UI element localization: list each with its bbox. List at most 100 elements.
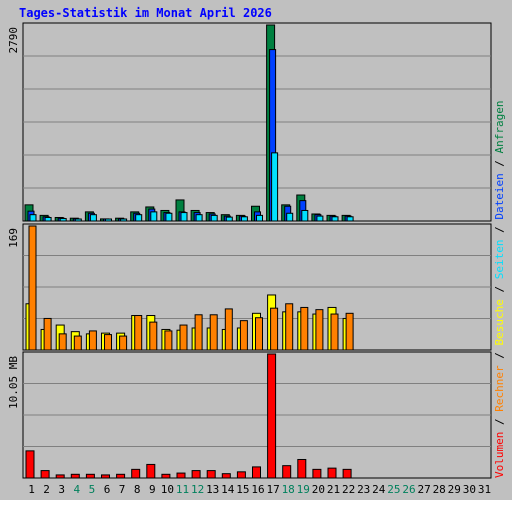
bar-volumen-day-8 — [131, 468, 141, 479]
panel-bottom: 10.05 MB — [7, 351, 492, 479]
bar-rechner-day-14 — [224, 308, 233, 351]
bar-rechner-day-4 — [73, 335, 82, 351]
bar-seiten-day-18 — [286, 212, 294, 222]
scale-label: 169 — [7, 228, 20, 248]
bar-rechner-day-11 — [179, 324, 188, 351]
x-tick-label: 4 — [73, 483, 80, 496]
scale-label: 2790 — [7, 27, 20, 54]
x-tick-label: 22 — [342, 483, 355, 496]
legend-separator: / — [493, 412, 506, 432]
x-tick-label: 27 — [417, 483, 430, 496]
bar-volumen-day-4 — [70, 473, 80, 479]
x-axis-labels: 1 2 3 4 5 6 7 8 9 10 11 12 13 14 15 16 17 18 19 20 21 22 23 24 2… — [28, 483, 491, 496]
x-tick-label: 23 — [357, 483, 370, 496]
x-tick-label: 15 — [236, 483, 249, 496]
bar-seiten-day-10 — [165, 212, 173, 222]
legend-separator: / — [493, 279, 506, 299]
x-tick-label: 13 — [206, 483, 219, 496]
bar-seiten-day-17 — [271, 152, 279, 222]
chart-legend: Volumen / Rechner / Besuche / Seiten / D… — [493, 100, 506, 478]
bar-volumen-day-12 — [191, 470, 201, 479]
x-tick-label: 24 — [372, 483, 386, 496]
bar-seiten-day-4 — [74, 218, 82, 222]
bar-seiten-day-5 — [89, 214, 97, 222]
x-tick-label: 1 — [28, 483, 35, 496]
x-tick-label: 2 — [43, 483, 50, 496]
legend-item-rechner: Rechner — [493, 365, 506, 412]
x-tick-label: 29 — [448, 483, 461, 496]
bar-rechner-day-17 — [270, 307, 279, 351]
bar-volumen-day-19 — [297, 458, 307, 479]
bar-seiten-day-20 — [316, 215, 324, 222]
legend-item-besuche: Besuche — [493, 299, 506, 345]
bar-rechner-day-16 — [255, 317, 263, 351]
x-tick-label: 12 — [191, 483, 204, 496]
x-tick-label: 7 — [119, 483, 126, 496]
x-tick-label: 25 — [387, 483, 400, 496]
bar-volumen-day-6 — [101, 474, 110, 479]
x-tick-label: 9 — [149, 483, 156, 496]
bar-volumen-day-7 — [116, 473, 126, 479]
legend-text: Volumen / Rechner / Besuche / Seiten / D… — [493, 100, 506, 478]
x-tick-label: 28 — [433, 483, 446, 496]
x-tick-label: 31 — [478, 483, 491, 496]
legend-separator: / — [493, 220, 506, 240]
bar-rechner-day-1 — [28, 225, 37, 351]
x-tick-label: 6 — [104, 483, 111, 496]
bar-seiten-day-6 — [105, 218, 112, 222]
bar-seiten-day-13 — [210, 214, 218, 222]
panel-top: 2790 — [7, 22, 492, 222]
bar-volumen-day-14 — [221, 473, 231, 479]
bar-seiten-day-11 — [180, 212, 188, 222]
legend-separator: / — [493, 346, 506, 366]
x-tick-label: 14 — [221, 483, 235, 496]
bar-seiten-day-22 — [346, 216, 354, 222]
bar-volumen-day-15 — [236, 471, 246, 479]
bar-rechner-day-8 — [134, 315, 143, 351]
bar-rechner-day-9 — [149, 321, 158, 351]
bar-volumen-day-20 — [312, 468, 322, 479]
bar-seiten-day-1 — [29, 214, 37, 222]
bar-rechner-day-5 — [88, 330, 97, 351]
bar-rechner-day-2 — [43, 317, 52, 351]
x-tick-label: 30 — [463, 483, 476, 496]
bar-rechner-day-13 — [209, 314, 218, 351]
bar-volumen-day-5 — [85, 473, 95, 479]
bar-volumen-day-9 — [146, 463, 156, 479]
legend-item-seiten: Seiten — [493, 240, 506, 280]
bar-seiten-day-9 — [150, 211, 158, 222]
bar-volumen-day-10 — [161, 473, 171, 479]
panel-middle: 169 — [7, 223, 492, 351]
bar-volumen-day-18 — [282, 465, 292, 479]
bar-rechner-day-19 — [300, 306, 309, 351]
legend-item-anfragen: Anfragen — [493, 100, 506, 153]
bar-volumen-day-11 — [176, 472, 186, 479]
bar-seiten-day-21 — [331, 216, 339, 222]
x-tick-label: 26 — [402, 483, 415, 496]
legend-item-volumen: Volumen — [493, 432, 506, 478]
bar-volumen-day-16 — [252, 466, 261, 479]
bar-volumen-day-3 — [55, 474, 65, 479]
x-tick-label: 18 — [282, 483, 295, 496]
bar-seiten-day-14 — [225, 216, 233, 222]
x-tick-label: 11 — [176, 483, 189, 496]
bar-seiten-day-3 — [59, 218, 67, 222]
bar-seiten-day-19 — [301, 209, 309, 222]
bar-volumen-day-2 — [40, 470, 50, 479]
bar-seiten-day-12 — [195, 214, 203, 222]
bar-volumen-day-22 — [342, 468, 352, 479]
bar-rechner-day-12 — [194, 314, 203, 351]
bar-seiten-day-7 — [120, 218, 128, 222]
bar-volumen-day-21 — [327, 467, 337, 479]
bar-rechner-day-20 — [315, 309, 324, 351]
bar-rechner-day-6 — [104, 334, 112, 351]
bar-volumen-day-1 — [25, 450, 35, 479]
bar-seiten-day-15 — [240, 216, 248, 222]
chart-title: Tages-Statistik im Monat April 2026 — [19, 6, 272, 20]
x-tick-label: 21 — [327, 483, 340, 496]
x-tick-label: 8 — [134, 483, 141, 496]
bar-rechner-day-15 — [239, 320, 248, 351]
bar-rechner-day-10 — [164, 330, 173, 351]
